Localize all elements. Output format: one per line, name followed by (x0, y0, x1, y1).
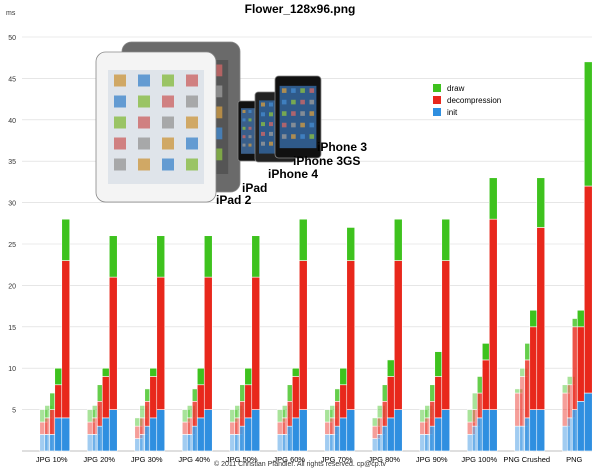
bar-png-iphone-3-draw (583, 61, 593, 187)
legend-swatch (433, 96, 441, 104)
bar-jpg-10--iphone-3-init (61, 417, 71, 452)
device-label-ipad: iPad (242, 181, 268, 195)
bar-jpg-60--iphone-3-decompression (298, 260, 308, 410)
x-tick-label: JPG 70% (321, 455, 353, 464)
y-tick-label: 40 (8, 118, 16, 125)
bar-jpg-30--iphone-3-decompression (156, 276, 166, 410)
bar-jpg-60--ipad-2-draw (276, 409, 286, 423)
bar-jpg-90--iphone-3-decompression (441, 260, 451, 410)
bar-jpg-70--ipad-2-draw (324, 409, 334, 423)
device-label-iphone-3: iPhone 3 (317, 140, 368, 154)
bar-png-crushed-iphone-3-decompression (536, 227, 546, 410)
legend-label: init (447, 108, 458, 117)
device-label-iphone-3gs: iPhone 3GS (293, 154, 361, 168)
bar-jpg-100--iphone-3-decompression (488, 218, 498, 410)
y-tick-label: 25 (8, 242, 16, 249)
bar-jpg-50--iphone-3-draw (251, 235, 261, 278)
bar-jpg-50--iphone-3-init (251, 409, 261, 452)
y-tick-label: 5 (12, 408, 16, 415)
bar-jpg-90--iphone-3-init (441, 409, 451, 452)
bar-jpg-60--iphone-3-draw (298, 218, 308, 261)
bar-jpg-100--iphone-3-init (488, 409, 498, 452)
bar-jpg-50--iphone-3-decompression (251, 276, 261, 410)
iphone3-illustration (274, 75, 322, 159)
legend-swatch (433, 84, 441, 92)
bar-jpg-70--iphone-3-init (346, 409, 356, 452)
bar-jpg-20--iphone-3-init (108, 409, 118, 452)
bar-jpg-60--iphone-3-init (298, 409, 308, 452)
bar-jpg-90--iphone-3-draw (441, 218, 451, 261)
bar-png-crushed-iphone-3-draw (536, 177, 546, 228)
bar-jpg-40--iphone-3-init (203, 409, 213, 452)
x-tick-label: JPG 60% (273, 455, 305, 464)
device-label-ipad-2: iPad 2 (216, 193, 252, 207)
bar-png-crushed-iphone-3-init (536, 409, 546, 452)
bar-jpg-80--iphone-3-decompression (393, 260, 403, 410)
bar-jpg-100--iphone-3-draw (488, 177, 498, 220)
bar-jpg-40--iphone-3-decompression (203, 276, 213, 410)
x-tick-label: JPG 20% (83, 455, 115, 464)
bar-jpg-80--ipad-2-draw (371, 417, 381, 427)
x-tick-label: JPG 30% (131, 455, 163, 464)
y-axis-unit: ms (6, 10, 16, 17)
x-tick-label: JPG 80% (368, 455, 400, 464)
copyright-footer: © 2011 Christian Pfandler. All rights re… (213, 461, 387, 468)
bar-png-ipad-2-draw (561, 384, 571, 394)
legend-label: draw (447, 84, 465, 93)
bar-jpg-90--ipad-2-draw (419, 409, 429, 423)
bar-png-iphone-3-decompression (583, 185, 593, 394)
y-tick-label: 30 (8, 201, 16, 208)
bar-jpg-70--iphone-3-decompression (346, 260, 356, 410)
y-tick-label: 10 (8, 366, 16, 373)
bar-jpg-100--ipad-2-draw (466, 409, 476, 423)
bar-jpg-10--iphone-3-decompression (61, 260, 71, 419)
bar-jpg-70--iphone-3-draw (346, 227, 356, 261)
device-label-iphone-4: iPhone 4 (268, 167, 319, 181)
y-tick-label: 15 (8, 325, 16, 332)
legend-item-init: init (433, 108, 457, 117)
x-tick-label: JPG 100% (461, 455, 497, 464)
bar-jpg-10--ipad-2-draw (39, 409, 49, 423)
x-tick-label: PNG Crushed (503, 455, 550, 464)
bar-png-crushed-ipad-2-draw (514, 388, 524, 394)
x-tick-label: PNG (566, 455, 582, 464)
y-tick-label: 35 (8, 159, 16, 166)
bar-jpg-30--iphone-3-init (156, 409, 166, 452)
bar-jpg-80--iphone-3-init (393, 409, 403, 452)
bar-jpg-10--iphone-3-draw (61, 218, 71, 261)
bar-png-iphone-3-init (583, 392, 593, 452)
chart-title: Flower_128x96.png (244, 2, 356, 16)
y-tick-label: 45 (8, 76, 16, 83)
bar-jpg-20--iphone-3-draw (108, 235, 118, 278)
bar-jpg-30--ipad-2-draw (134, 417, 144, 427)
bar-jpg-30--iphone-3-draw (156, 235, 166, 278)
bar-jpg-50--ipad-2-draw (229, 409, 239, 423)
legend-swatch (433, 108, 441, 116)
legend-item-decompression: decompression (433, 96, 501, 105)
ipad2-illustration (95, 51, 217, 203)
y-tick-label: 50 (8, 35, 16, 42)
bar-jpg-40--iphone-3-draw (203, 235, 213, 278)
bar-jpg-20--ipad-2-draw (86, 409, 96, 423)
bar-jpg-20--iphone-3-decompression (108, 276, 118, 410)
y-tick-label: 20 (8, 283, 16, 290)
legend-label: decompression (447, 96, 502, 105)
x-tick-label: JPG 50% (226, 455, 258, 464)
legend-item-draw: draw (433, 84, 464, 93)
bar-jpg-80--iphone-3-draw (393, 218, 403, 261)
x-tick-label: JPG 10% (36, 455, 68, 464)
bar-jpg-40--ipad-2-draw (181, 409, 191, 423)
x-tick-label: JPG 90% (416, 455, 448, 464)
x-tick-label: JPG 40% (178, 455, 210, 464)
